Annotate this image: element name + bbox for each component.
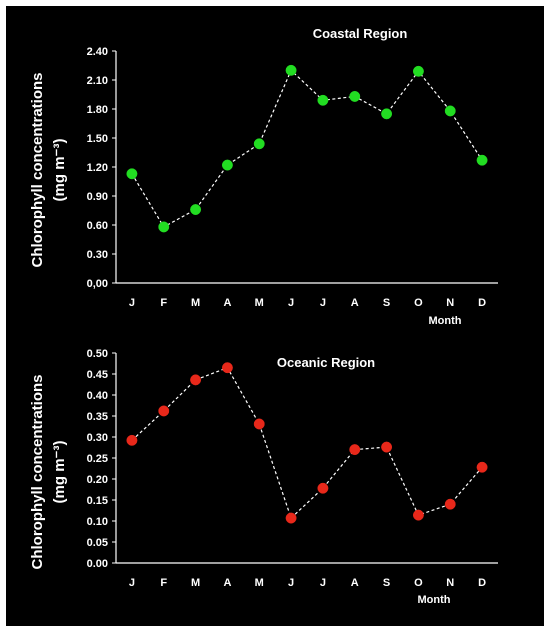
x-tick-label: F (160, 577, 167, 589)
data-point (444, 105, 456, 117)
x-tick-label: N (446, 577, 454, 589)
x-tick-label: A (223, 577, 231, 589)
figure: 0,00 0.30 0.60 0.90 1.20 1.50 1.80 2.10 2.40 J F M A… (6, 6, 544, 626)
y-tick-label: 0.50 (87, 348, 108, 360)
x-tick-label: O (414, 297, 423, 309)
x-tick-label: J (288, 577, 294, 589)
data-point (412, 65, 424, 77)
series-line (131, 366, 483, 520)
x-tick-label: J (129, 297, 135, 309)
y-tick-label: 0.10 (87, 516, 108, 528)
data-point (285, 512, 297, 524)
data-point (476, 154, 488, 166)
data-point (158, 405, 170, 417)
data-point (190, 204, 202, 215)
y-tick-label: 2.10 (87, 75, 108, 87)
y-tick-label: 1.20 (87, 162, 108, 174)
x-tick-label: M (191, 577, 200, 589)
series-line (131, 69, 483, 228)
y-tick-label: 1.80 (87, 104, 108, 116)
chart-panel-2: 0.00 0.05 0.10 0.15 0.20 0.25 0.30 0.35 0.40 0.45… (29, 348, 498, 606)
x-tick-label: N (446, 297, 454, 309)
y-tick-label: 0.20 (87, 474, 108, 486)
y-axis-unit-label: (mg m⁻³) (51, 139, 68, 202)
x-tick-label: S (383, 577, 390, 589)
data-point (221, 362, 233, 374)
y-tick-label: 0,00 (87, 278, 108, 290)
data-point (476, 461, 488, 473)
data-point (317, 482, 329, 494)
data-point (285, 64, 297, 76)
x-tick-label: J (320, 577, 326, 589)
chart-title: Coastal Region (313, 26, 408, 41)
x-tick-label: M (191, 297, 200, 309)
x-axis-label: Month (429, 315, 462, 327)
data-point (412, 509, 424, 521)
x-tick-label: F (160, 297, 167, 309)
y-axis-unit-label: (mg m⁻³) (51, 441, 68, 504)
y-tick-label: 0.35 (87, 411, 108, 423)
y-tick-label: 0.25 (87, 453, 108, 465)
x-tick-label: M (255, 577, 264, 589)
y-tick-label: 0.30 (87, 432, 108, 444)
data-point (381, 108, 393, 120)
chart-svg: 0,00 0.30 0.60 0.90 1.20 1.50 1.80 2.10 2.40 J F M A… (29, 26, 498, 606)
data-point (221, 159, 233, 171)
x-axis-label: Month (418, 594, 451, 606)
data-point (381, 441, 393, 453)
x-tick-label: D (478, 297, 486, 309)
x-tick-label: S (383, 297, 390, 309)
y-axis-label: Chlorophyll concentrations (29, 374, 46, 569)
chart-panel-1: 0,00 0.30 0.60 0.90 1.20 1.50 1.80 2.10 2.40 J F M A… (29, 26, 498, 327)
y-tick-label: 0.05 (87, 537, 108, 549)
x-tick-label: J (320, 297, 326, 309)
data-point (253, 418, 265, 430)
x-tick-label: O (414, 577, 423, 589)
y-tick-label: 0.15 (87, 495, 108, 507)
data-point (190, 374, 202, 386)
chart-title: Oceanic Region (277, 355, 375, 370)
data-point (126, 434, 138, 446)
data-point (349, 444, 361, 456)
y-axis-label: Chlorophyll concentrations (29, 72, 46, 267)
data-point (253, 138, 265, 150)
x-tick-label: J (129, 577, 135, 589)
y-tick-label: 0.60 (87, 220, 108, 232)
y-tick-label: 0.90 (87, 191, 108, 203)
y-tick-label: 0.00 (87, 558, 108, 570)
x-tick-label: A (351, 577, 359, 589)
data-point (126, 168, 138, 180)
x-tick-label: J (288, 297, 294, 309)
x-tick-label: M (255, 297, 264, 309)
data-point (349, 90, 361, 102)
y-tick-label: 0.40 (87, 390, 108, 402)
y-tick-label: 0.45 (87, 369, 108, 381)
y-tick-label: 0.30 (87, 249, 108, 261)
x-tick-label: D (478, 577, 486, 589)
x-tick-label: A (223, 297, 231, 309)
data-point (317, 94, 329, 106)
y-tick-label: 2.40 (87, 46, 108, 58)
data-point (444, 498, 456, 510)
x-tick-label: A (351, 297, 359, 309)
y-tick-label: 1.50 (87, 133, 108, 145)
data-point (158, 221, 170, 233)
